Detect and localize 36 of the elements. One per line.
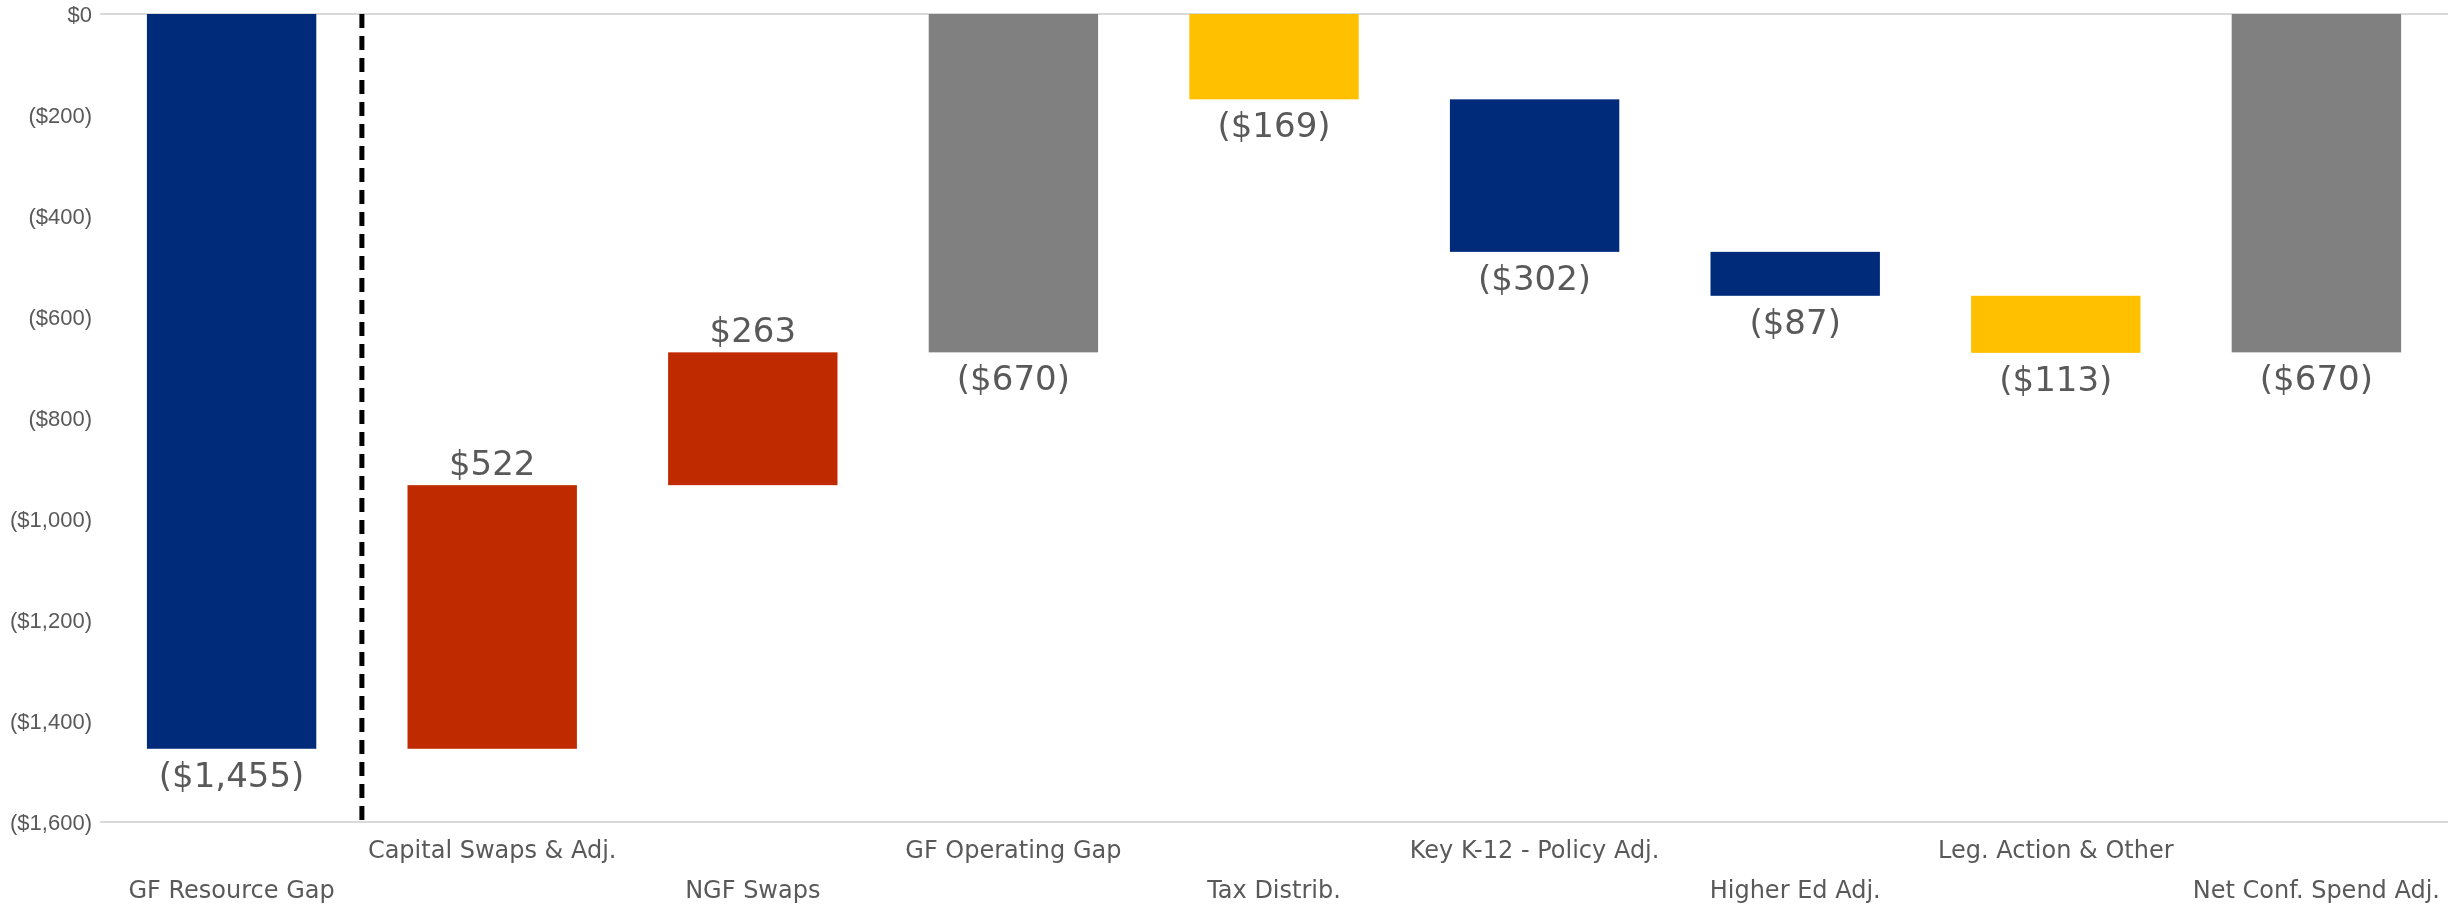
x-tick-label: Net Conf. Spend Adj. [2192, 876, 2441, 904]
bar [407, 485, 577, 749]
data-label: $263 [709, 310, 797, 351]
y-tick-label: ($1,200) [10, 607, 92, 633]
y-tick-label: ($800) [28, 405, 92, 431]
y-tick-label: ($1,600) [10, 809, 92, 835]
x-tick-label: GF Operating Gap [905, 836, 1122, 864]
y-tick-label: ($200) [28, 102, 92, 128]
y-tick-label: ($600) [28, 304, 92, 330]
bar [1971, 295, 2141, 353]
bar [1189, 14, 1359, 100]
bar [928, 14, 1099, 353]
data-label: ($169) [1217, 105, 1331, 146]
y-tick-label: ($1,400) [10, 708, 92, 734]
data-label: ($1,455) [158, 754, 305, 795]
data-label: ($87) [1749, 301, 1841, 342]
y-tick-label: $0 [67, 1, 92, 27]
x-tick-label: Capital Swaps & Adj. [367, 836, 617, 864]
bar [1710, 251, 1880, 296]
bar [146, 14, 317, 749]
data-label: ($670) [956, 358, 1070, 399]
x-tick-label: NGF Swaps [685, 876, 821, 904]
data-label: ($302) [1478, 257, 1592, 298]
x-tick-label: Higher Ed Adj. [1709, 876, 1881, 904]
data-label: ($670) [2259, 358, 2373, 399]
x-tick-label: Key K-12 - Policy Adj. [1409, 836, 1660, 864]
bar [668, 352, 838, 486]
bar [2231, 14, 2402, 353]
data-label: ($113) [1999, 358, 2113, 399]
x-tick-label: GF Resource Gap [128, 876, 335, 904]
data-label: $522 [448, 443, 536, 484]
y-tick-label: ($400) [28, 203, 92, 229]
x-tick-label: Leg. Action & Other [1938, 836, 2174, 864]
x-tick-label: Tax Distrib. [1206, 876, 1341, 904]
bar [1449, 99, 1620, 252]
y-tick-label: ($1,000) [10, 506, 92, 532]
